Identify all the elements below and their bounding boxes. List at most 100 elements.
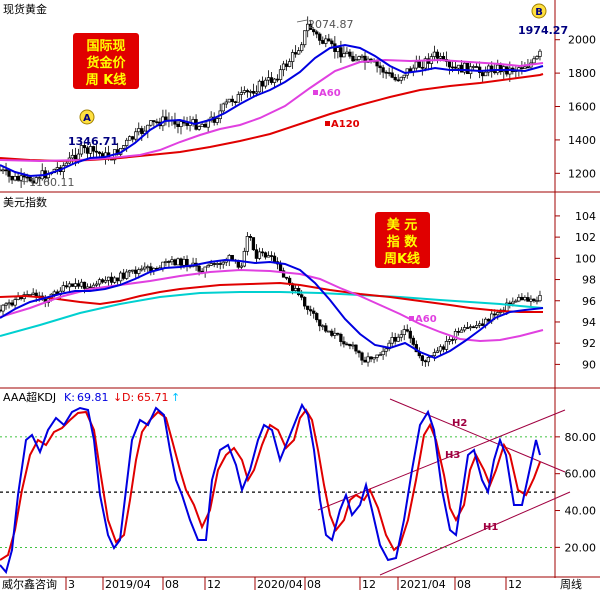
candle-body [173, 259, 177, 266]
candle-body [125, 139, 129, 146]
usd-ma120-line [0, 281, 543, 313]
candle-body [137, 128, 141, 133]
candle-body [10, 302, 14, 306]
candle-body [290, 52, 295, 62]
candle-body [532, 58, 536, 64]
candle-body [0, 309, 2, 312]
candle-body [487, 65, 491, 73]
candle-body [378, 65, 382, 69]
x-tick-label: 12 [207, 578, 221, 590]
candle-body [487, 318, 491, 322]
candle-body [233, 101, 237, 104]
candle-body [339, 333, 343, 342]
candle-body [263, 252, 268, 258]
candle-body [134, 269, 138, 274]
candle-body [239, 92, 243, 95]
candle-body [303, 30, 307, 46]
usd-y-tick-label: 104 [575, 210, 596, 223]
candle-body [459, 64, 464, 73]
candle-body [76, 153, 81, 160]
usd-y-tick-label: 102 [575, 231, 596, 244]
period-label: 周线 [560, 577, 582, 590]
point-a-letter: A [83, 113, 91, 124]
candle-body [97, 151, 102, 154]
usd-y-tick-label: 94 [582, 316, 596, 329]
candle-body [85, 147, 90, 154]
gold-ma60-line [0, 58, 544, 163]
candle-body [456, 331, 461, 333]
candle-body [149, 120, 153, 126]
candle-body [79, 145, 84, 155]
candle-body [128, 136, 132, 141]
candle-body [438, 55, 443, 59]
candle-body [354, 344, 358, 352]
candle-body [447, 339, 452, 342]
gold-badge-bg [73, 33, 139, 89]
candle-body [94, 150, 99, 153]
candle-body [399, 334, 403, 338]
gold-ma20-line [0, 43, 544, 178]
candle-body [70, 154, 75, 159]
candle-body [64, 162, 69, 167]
candle-body [128, 270, 132, 273]
candle-body [13, 176, 17, 181]
candle-body [28, 294, 32, 296]
candle-body [478, 323, 482, 326]
candle-body [345, 51, 349, 55]
x-tick-label: 08 [165, 578, 179, 590]
kdj-channel-label-h1: H1 [483, 522, 498, 533]
usd-badge-line-3: 周K线 [384, 251, 420, 267]
candle-body [490, 65, 494, 72]
gold-high-leader-line [296, 19, 308, 23]
point-b-marker [531, 3, 547, 19]
candle-body [390, 72, 394, 78]
candle-body [396, 79, 400, 82]
candle-body [312, 29, 316, 33]
candle-body [303, 296, 307, 307]
kdj-k-line [0, 402, 541, 575]
candle-body [161, 261, 165, 269]
candle-body [484, 71, 488, 77]
candle-body [221, 103, 225, 112]
candle-body [465, 62, 470, 75]
candle-body [73, 154, 78, 160]
candle-body [423, 58, 427, 69]
candle-body [103, 279, 108, 283]
usd-ma250-line [0, 291, 544, 337]
candle-body [336, 47, 340, 52]
candle-body [523, 297, 527, 301]
candle-body [239, 265, 243, 268]
kdj-d-arrow: ↑ [171, 391, 180, 404]
candle-body [251, 90, 256, 94]
gold-high-label: 2074.87 [308, 18, 354, 31]
candle-body [366, 356, 370, 363]
candle-body [176, 258, 180, 266]
kdj-channel-label-h2: H2 [452, 418, 467, 429]
candle-body [10, 175, 14, 181]
candle-body [122, 145, 126, 149]
x-tick-label: 2020/04 [257, 578, 303, 590]
candle-body [432, 352, 437, 356]
kdj-k-arrow: ↓ [113, 391, 122, 404]
candle-body [360, 352, 364, 361]
usd-y-tick-label: 92 [582, 337, 596, 350]
candle-body [215, 263, 219, 265]
candle-body [34, 177, 38, 184]
candle-body [330, 40, 334, 45]
candle-body [381, 350, 385, 356]
candle-body [272, 78, 277, 83]
candle-body [438, 346, 443, 352]
candle-body [254, 249, 259, 259]
kdj-y-tick-label: 20.00 [565, 541, 597, 554]
candle-body [468, 326, 473, 329]
candle-body [272, 255, 277, 263]
candle-body [496, 312, 500, 316]
kdj-y-tick-label: 80.00 [565, 431, 597, 444]
candle-body [471, 326, 476, 329]
candle-body [164, 261, 168, 263]
candle-body [257, 251, 262, 259]
candle-body [435, 350, 440, 353]
candle-body [242, 250, 247, 267]
